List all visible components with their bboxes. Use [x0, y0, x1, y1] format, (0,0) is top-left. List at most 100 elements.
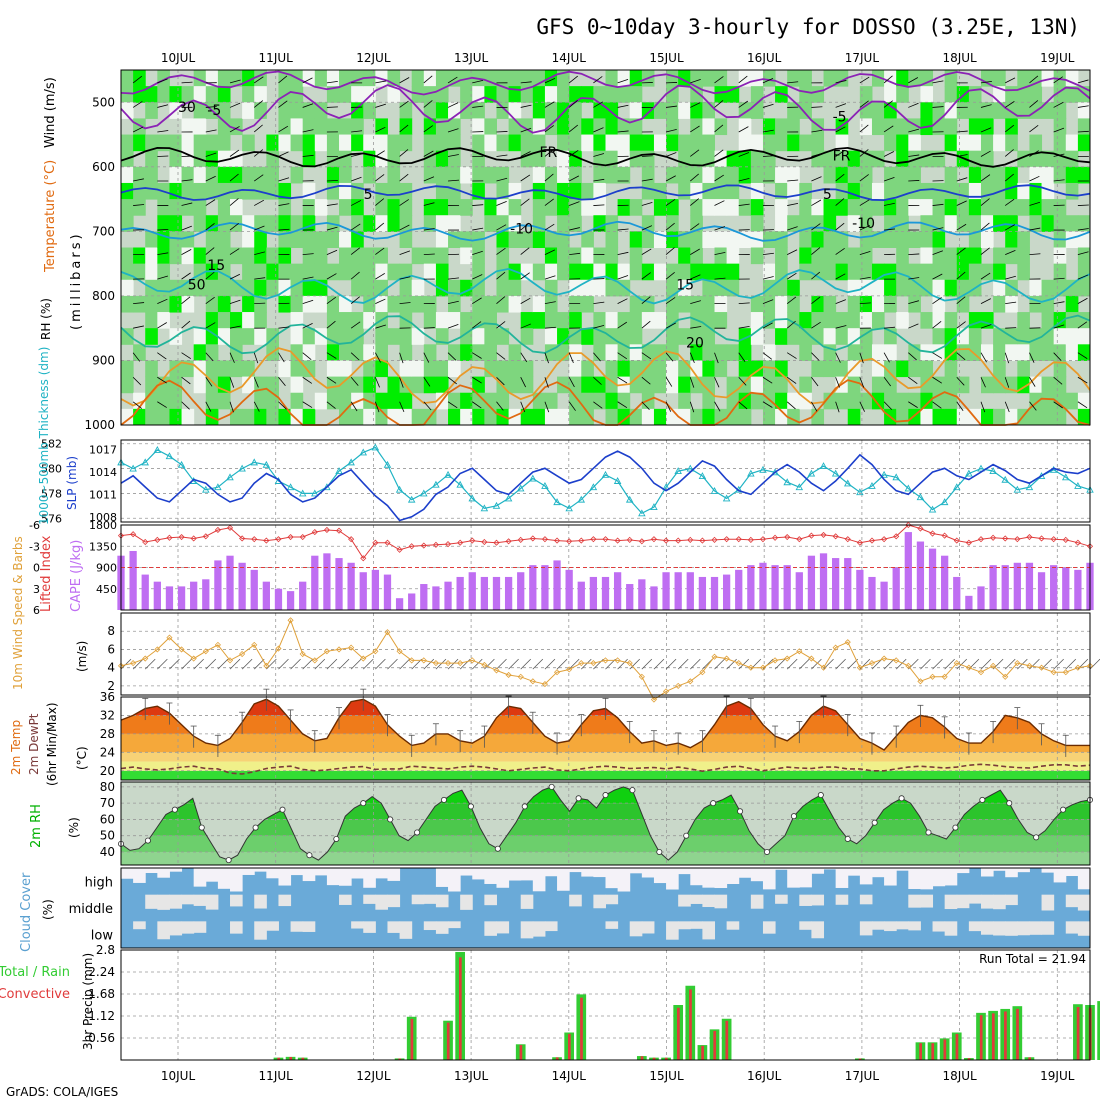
lifted-point [251, 536, 258, 543]
wind-barb [520, 272, 530, 280]
wind-barb [423, 377, 431, 387]
wind-barb [956, 247, 966, 255]
rh-cell [908, 166, 921, 184]
rh-cell [968, 263, 982, 281]
rh-cell [871, 312, 885, 329]
wind-barb [1004, 198, 1015, 206]
wind-barb [786, 320, 796, 329]
rh-cell [581, 328, 594, 345]
precip-tick: 0.56 [88, 1031, 115, 1045]
wind-barb [617, 298, 628, 305]
rh-cell [339, 166, 352, 184]
precip-conv-bar [701, 1045, 704, 1060]
rh-cell [980, 376, 994, 394]
rh-cell [629, 263, 643, 281]
rh-cell [278, 215, 292, 232]
wind-barb [229, 325, 241, 329]
cloud-gap [460, 868, 473, 876]
wind-barb [157, 275, 169, 280]
cloud-gap [835, 894, 849, 905]
precip-conv-bar [1028, 1057, 1031, 1060]
rh-cell [290, 344, 304, 361]
lifted-point [481, 538, 488, 546]
rh2-point [656, 848, 663, 855]
rh-cell [871, 295, 885, 313]
rh-cell [266, 215, 279, 232]
isotherm-label: FR [833, 148, 851, 164]
rh-cell [484, 199, 497, 216]
wind-barb [132, 352, 141, 362]
rh-cell [532, 150, 546, 168]
wind-barb [254, 225, 265, 231]
rh-cell [569, 247, 582, 265]
wind-barb [133, 302, 145, 305]
rh-cell [387, 263, 401, 281]
rh-cell [121, 70, 134, 87]
rh-cell [435, 199, 449, 216]
rh-cell [678, 376, 691, 394]
rh-cell [157, 263, 170, 281]
cape-tick: 1350 [89, 540, 117, 553]
cape-bar [214, 560, 222, 610]
rh-cell [423, 118, 437, 136]
rh-cell [290, 215, 304, 232]
rh-cell [920, 215, 934, 232]
rh-cell [581, 134, 594, 152]
rh-cell [496, 279, 510, 297]
rh-cell [193, 182, 207, 200]
rh-cell [339, 118, 352, 136]
wind-barb [1077, 297, 1088, 305]
rh-cell [532, 134, 546, 152]
wind-barb [375, 198, 385, 206]
rh-cell [411, 279, 425, 297]
precip-conv-bar [519, 1045, 523, 1060]
wind-barb [786, 296, 797, 304]
rh-cell [593, 182, 606, 200]
wind-barb [326, 203, 338, 206]
rh-cell [678, 263, 691, 281]
rh-cell [544, 231, 558, 248]
wind10-barb [278, 658, 289, 670]
wind-barb [859, 76, 870, 84]
rh-cell [581, 199, 594, 216]
wind-barb [1004, 101, 1015, 108]
wind-barb [302, 129, 314, 133]
cloud-gap [1065, 894, 1079, 908]
wind-barb [229, 173, 239, 182]
wind10-barb [580, 658, 592, 670]
rh-cell [762, 166, 776, 184]
rh-cell [302, 360, 316, 378]
rh-cell [266, 247, 279, 265]
thickness-point [795, 483, 804, 491]
rh-cell [944, 215, 958, 232]
lifted-point [178, 533, 185, 541]
wind-barb [544, 377, 549, 388]
rh-cell [823, 150, 837, 168]
rh-cell [217, 118, 231, 136]
wind-barb [447, 277, 460, 280]
rh-cell [690, 328, 703, 345]
wind-barb [132, 101, 143, 108]
isotherm-line [120, 347, 1091, 407]
isotherm-label: -5 [207, 103, 221, 119]
wind-barb [859, 352, 864, 364]
rh-cell [508, 102, 522, 119]
rh-cell [750, 166, 764, 184]
lifted-point [396, 546, 403, 553]
wind-barb [593, 204, 605, 206]
wind10-barb [544, 658, 556, 670]
rh-cell [823, 328, 837, 345]
rh-cell [557, 118, 570, 136]
rh-cell [653, 102, 667, 119]
wind-barb [617, 275, 629, 280]
wind10-point [723, 655, 730, 662]
cloud-gap [678, 894, 691, 907]
rh-cell [133, 182, 146, 200]
rh2-point [952, 824, 959, 831]
precip-conv-bar [1004, 1011, 1007, 1060]
wind-barb [326, 80, 338, 84]
cloud-gap [1005, 868, 1018, 878]
wind10-barb [956, 658, 968, 670]
cloud-row-label: high [85, 875, 113, 890]
cape-bar [432, 586, 440, 610]
